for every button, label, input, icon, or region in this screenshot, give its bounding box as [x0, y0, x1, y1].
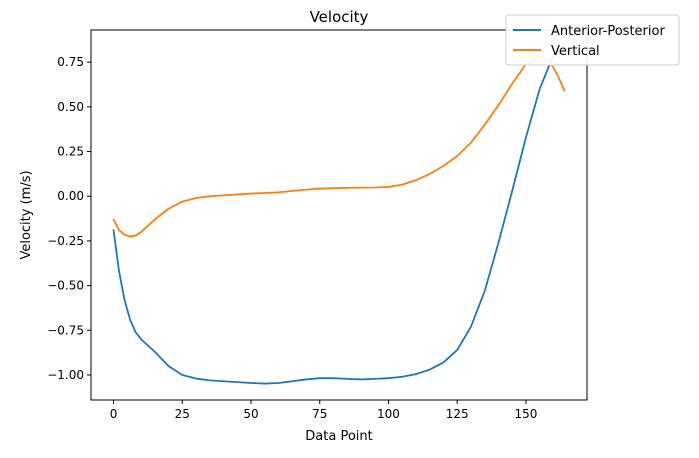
y-tick-label: −0.25 — [47, 234, 84, 248]
x-tick-label: 100 — [377, 407, 400, 421]
legend-label-vertical: Vertical — [551, 44, 600, 59]
y-tick-label: −1.00 — [47, 368, 84, 382]
y-axis-label: Velocity (m/s) — [19, 170, 34, 259]
y-tick-label: −0.75 — [47, 323, 84, 337]
x-tick-label: 75 — [312, 407, 327, 421]
y-tick-label: 0.75 — [57, 55, 84, 69]
plot-frame — [90, 29, 588, 401]
plot-area — [91, 30, 587, 400]
y-axis-ticks: −1.00 −0.75 −0.50 −0.25 0.00 0.25 0.50 0.75 — [47, 55, 91, 382]
series-group — [112, 52, 566, 385]
x-tick-label: 25 — [175, 407, 190, 421]
x-axis-ticks: 0 25 50 75 100 125 150 — [110, 400, 538, 421]
y-tick-label: 0.25 — [57, 145, 84, 159]
y-tick-label: 0.50 — [57, 100, 84, 114]
series-line-vertical — [112, 55, 566, 238]
x-tick-label: 50 — [243, 407, 258, 421]
series-line-anterior-posterior — [112, 52, 563, 385]
y-tick-label: −0.50 — [47, 279, 84, 293]
legend-label-anterior-posterior: Anterior-Posterior — [551, 24, 665, 39]
x-tick-label: 125 — [446, 407, 469, 421]
x-tick-label: 0 — [110, 407, 118, 421]
y-tick-label: 0.00 — [57, 189, 84, 203]
legend: Anterior-Posterior Vertical — [505, 14, 680, 66]
chart-title: Velocity — [310, 8, 369, 26]
x-axis-label: Data Point — [305, 429, 372, 444]
x-tick-label: 150 — [515, 407, 538, 421]
legend-box — [505, 14, 680, 66]
